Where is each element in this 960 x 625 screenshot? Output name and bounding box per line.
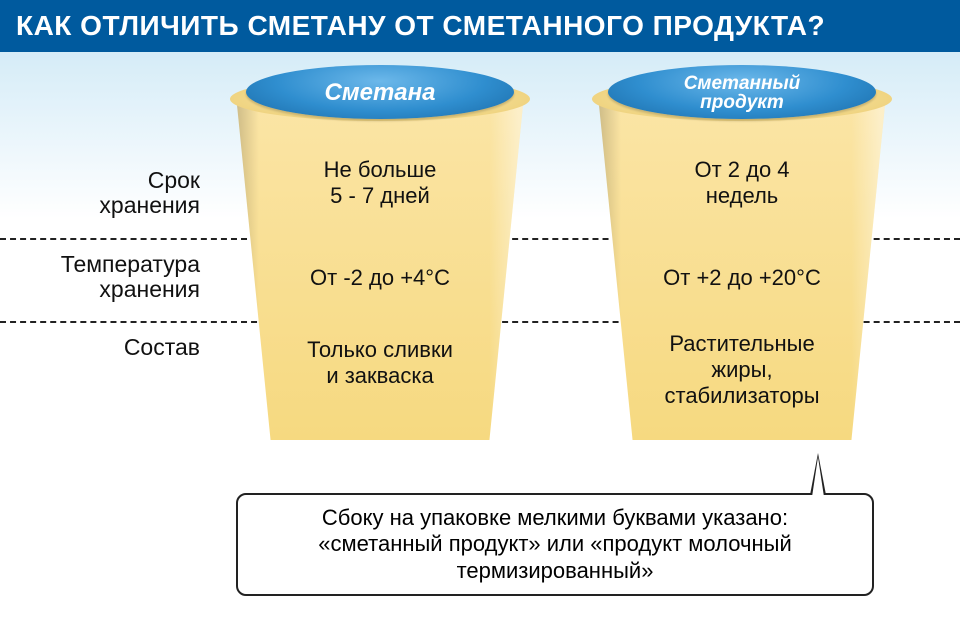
callout-text: «сметанный продукт» или «продукт молочны… — [256, 531, 854, 557]
cell-text: Растительные — [669, 331, 814, 356]
cell-shelf-life-left: Не больше 5 - 7 дней — [240, 157, 520, 209]
cell-text: Только сливки — [307, 337, 453, 362]
page-title: КАК ОТЛИЧИТЬ СМЕТАНУ ОТ СМЕТАННОГО ПРОДУ… — [0, 0, 960, 52]
cell-ingredients-right: Растительные жиры, стабилизаторы — [602, 331, 882, 409]
cell-text: От 2 до 4 — [694, 157, 789, 182]
infographic-canvas: КАК ОТЛИЧИТЬ СМЕТАНУ ОТ СМЕТАННОГО ПРОДУ… — [0, 0, 960, 625]
cell-text: стабилизаторы — [664, 383, 819, 408]
callout-text: термизированный» — [256, 558, 854, 584]
row-label-storage-temp: Температура хранения — [0, 252, 200, 303]
lid-label: Сметанный продукт — [684, 74, 801, 112]
row-label-text: Температура — [61, 251, 200, 277]
row-label-ingredients: Состав — [0, 335, 200, 360]
cell-ingredients-left: Только сливки и закваска — [240, 337, 520, 389]
row-label-text: хранения — [99, 192, 200, 218]
callout-text: Сбоку на упаковке мелкими буквами указан… — [256, 505, 854, 531]
cell-text: жиры, — [711, 357, 772, 382]
cup-lid: Сметанный продукт — [608, 65, 876, 119]
row-label-text: хранения — [99, 276, 200, 302]
lid-label-text: продукт — [700, 92, 784, 113]
row-label-shelf-life: Срок хранения — [0, 168, 200, 219]
cell-temp-right: От +2 до +20°С — [602, 265, 882, 291]
cup-smetana: Сметана Не больше 5 - 7 дней От -2 до +4… — [220, 65, 540, 440]
cell-temp-left: От -2 до +4°С — [240, 265, 520, 291]
row-label-text: Срок — [148, 167, 200, 193]
row-label-text: Состав — [124, 334, 200, 360]
lid-label-text: Сметанный — [684, 73, 801, 94]
cup-smetannyy-produkt: Сметанный продукт От 2 до 4 недель От +2… — [582, 65, 902, 440]
cell-text: и закваска — [326, 363, 433, 388]
callout-footnote: Сбоку на упаковке мелкими буквами указан… — [236, 493, 874, 596]
cell-text: Не больше — [324, 157, 437, 182]
lid-label: Сметана — [325, 81, 436, 105]
cell-text: недель — [706, 183, 779, 208]
cell-shelf-life-right: От 2 до 4 недель — [602, 157, 882, 209]
cell-text: От -2 до +4°С — [310, 265, 450, 290]
cell-text: 5 - 7 дней — [330, 183, 430, 208]
cup-lid: Сметана — [246, 65, 514, 119]
cell-text: От +2 до +20°С — [663, 265, 821, 290]
